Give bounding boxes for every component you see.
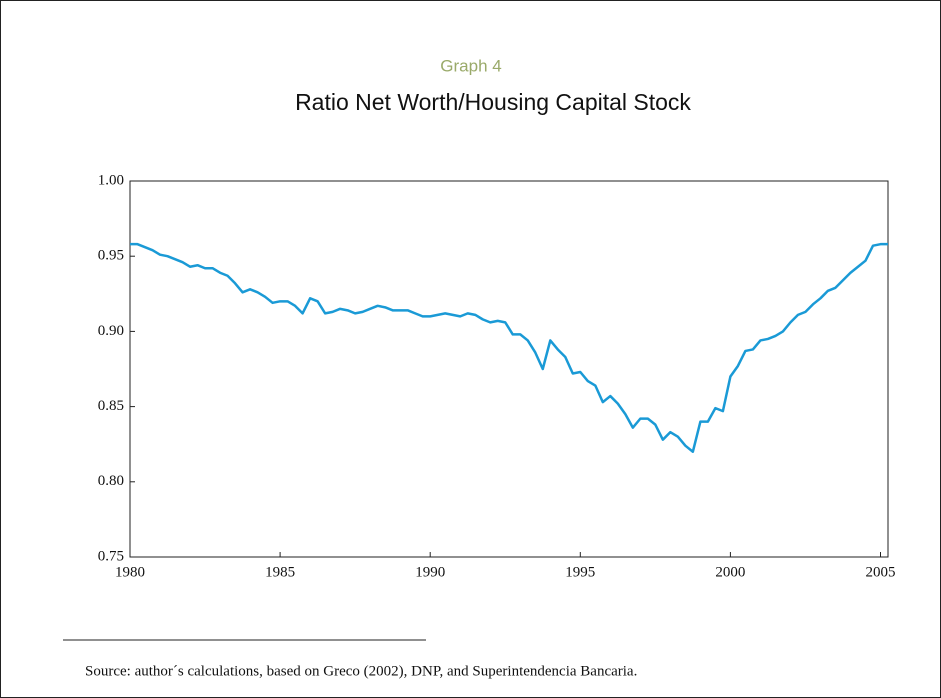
graph-label: Graph 4	[440, 56, 501, 75]
x-tick-label: 2000	[715, 564, 745, 580]
x-tick-label: 2005	[865, 564, 895, 580]
chart-title: Ratio Net Worth/Housing Capital Stock	[295, 89, 691, 115]
x-tick-label: 1990	[415, 564, 445, 580]
source-note: Source: author´s calculations, based on …	[85, 663, 637, 679]
plot-area	[129, 180, 889, 558]
y-tick-label: 0.80	[98, 473, 124, 489]
y-tick-label: 1.00	[98, 172, 124, 188]
y-tick-label: 0.90	[98, 323, 124, 339]
x-tick-label: 1995	[565, 564, 595, 580]
x-tick-label: 1985	[265, 564, 295, 580]
x-tick-label: 1980	[115, 564, 145, 580]
data-line	[130, 242, 888, 453]
y-tick-label: 0.85	[98, 398, 124, 414]
y-tick-label: 0.75	[98, 548, 124, 564]
y-tick-label: 0.95	[98, 248, 124, 264]
